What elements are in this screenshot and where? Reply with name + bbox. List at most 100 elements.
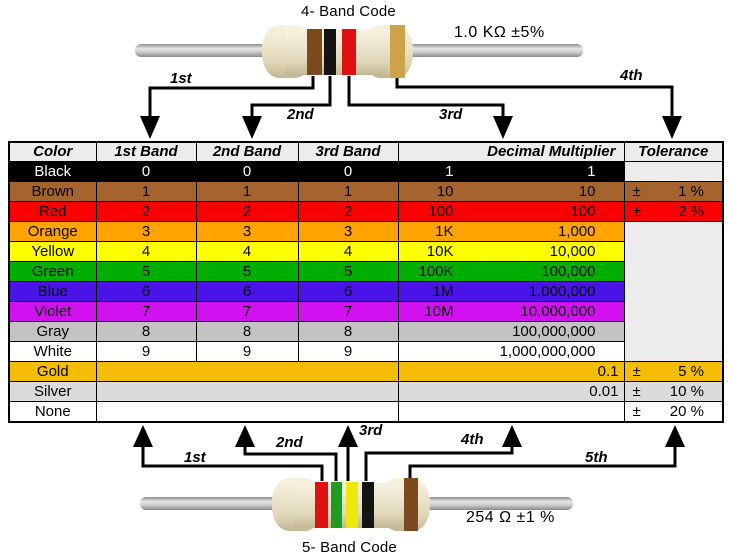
band-digit-cell: 2 [195,201,299,222]
multiplier-prefix: 10 [436,183,454,200]
arrow-line-3rd [347,76,505,118]
tolerance-cell: ±1 % [623,181,724,202]
band-digit-cell: 4 [195,241,299,262]
band-digit-cell: 0 [95,161,197,182]
color-name-cell: Black [8,161,97,182]
band-digit-cell: 9 [297,341,399,362]
merged-band-cell [95,401,399,423]
band-digit-cell: 9 [195,341,299,362]
tolerance-cell: ±5 % [623,361,724,382]
arrow-label-3rd-top: 3rd [439,106,463,123]
multiplier-cell: 100K 100,000 [397,261,625,282]
red-band [315,482,328,528]
multiplier-cell: 10M 10,000,000 [397,301,625,322]
table-row: Gold 0.1 ±5 % [8,361,724,382]
red-band [342,29,356,75]
multiplier-prefix: 1K [435,223,454,240]
multiplier-prefix: 1M [432,283,454,300]
five-band-value-label: 254 Ω ±1 % [466,509,555,526]
table-row: Black 0 0 0 1 1 [8,161,724,182]
plus-minus-sign: ± [632,383,641,400]
brown-band [307,29,322,75]
band-digit-cell: 4 [297,241,399,262]
band-digit-cell: 5 [195,261,299,282]
bottom-arrowheads [133,425,685,447]
arrowhead-1st [140,116,160,139]
tolerance-cell [623,161,724,182]
arrow-line-2nd [250,76,332,118]
black-band [362,482,374,528]
header-1st-band: 1st Band [95,141,197,162]
band-digit-cell: 2 [297,201,399,222]
arrow-line-5th-bottom [408,445,677,478]
tolerance-cell: ±10 % [623,381,724,402]
color-code-table: Color 1st Band 2nd Band 3rd Band Decimal… [8,141,724,423]
table-row: Brown 1 1 1 10 10 ±1 % [8,181,724,202]
color-name-cell: White [8,341,97,362]
plus-minus-sign: ± [632,363,641,380]
band-digit-cell: 1 [95,181,197,202]
tolerance-value: 20 % [669,403,704,420]
tolerance-value: 2 % [678,203,704,220]
tolerance-value: 1 % [678,183,704,200]
multiplier-value: 0.01 [589,383,619,400]
band-digit-cell: 1 [297,181,399,202]
color-name-cell: Brown [8,181,97,202]
color-name-cell: Red [8,201,97,222]
header-2nd-band: 2nd Band [195,141,299,162]
color-name-cell: Yellow [8,241,97,262]
four-band-title: 4- Band Code [301,3,396,20]
gold-band [390,25,405,78]
multiplier-value: 10,000 [549,243,596,260]
multiplier-cell: 100 100 [397,201,625,222]
four-band-resistor [135,25,583,78]
multiplier-cell: 1,000,000,000 [397,341,625,362]
plus-minus-sign: ± [632,403,641,420]
arrow-label-4th-top: 4th [620,67,643,84]
multiplier-prefix: 100 [428,203,454,220]
band-digit-cell: 8 [95,321,197,342]
arrow-line-1st-bottom [141,445,324,481]
multiplier-value: 0.1 [597,363,619,380]
top-arrowheads [140,116,682,139]
merged-band-cell [95,361,399,382]
color-name-cell: Green [8,261,97,282]
multiplier-value: 10 [578,183,596,200]
multiplier-cell: 100,000,000 [397,321,625,342]
multiplier-prefix: 10M [424,303,454,320]
multiplier-cell [397,401,625,423]
band-digit-cell: 3 [95,221,197,242]
tolerance-cell: ±2 % [623,201,724,222]
top-arrows [148,76,674,118]
band-digit-cell: 8 [297,321,399,342]
arrow-label-1st-top: 1st [170,70,192,87]
band-digit-cell: 7 [95,301,197,322]
multiplier-cell: 0.01 [397,381,625,402]
multiplier-cell: 1K 1,000 [397,221,625,242]
table-row: Green 5 5 5 100K 100,000 [8,261,723,282]
multiplier-cell: 10K 10,000 [397,241,625,262]
band-digit-cell: 2 [95,201,197,222]
arrow-line-4th [395,78,674,118]
arrowhead-4th-bottom [502,425,522,447]
table-row: Red 2 2 2 100 100 ±2 % [8,201,724,222]
multiplier-value: 10,000,000 [520,303,596,320]
table-row: White 9 9 9 1,000,000,000 [8,341,723,362]
color-name-cell: Violet [8,301,97,322]
arrow-label-5th-bottom: 5th [585,449,608,466]
band-digit-cell: 5 [297,261,399,282]
tolerance-empty-block [623,221,724,362]
band-digit-cell: 9 [95,341,197,362]
five-band-title: 5- Band Code [302,539,397,556]
brown-band [404,478,418,531]
multiplier-value: 1,000,000,000 [499,343,596,360]
multiplier-value: 100,000 [541,263,596,280]
arrowhead-5th-bottom [665,425,685,447]
five-band-resistor [140,478,573,531]
plus-minus-sign: ± [632,183,641,200]
band-digit-cell: 1 [195,181,299,202]
arrowhead-3rd [493,116,513,139]
multiplier-value: 1,000,000 [528,283,596,300]
